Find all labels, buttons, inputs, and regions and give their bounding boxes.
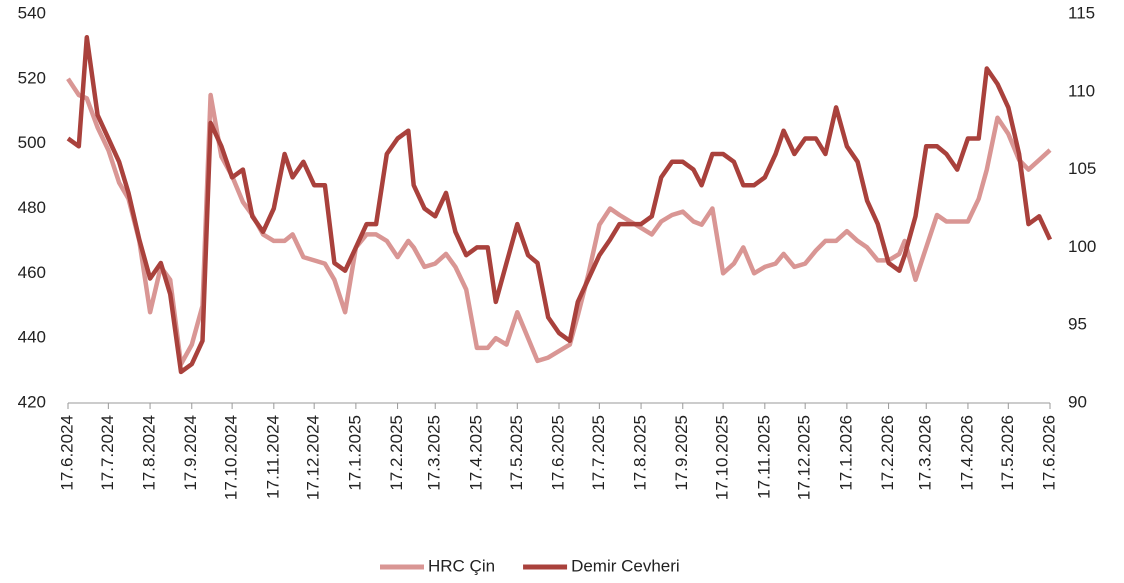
x-tick-label: 17.5.2025 <box>507 415 526 491</box>
y-tick-label: 420 <box>18 392 46 411</box>
y-tick-label: 440 <box>18 328 46 347</box>
x-tick-label: 17.11.2025 <box>754 415 773 499</box>
legend-label: Demir Cevheri <box>571 556 680 575</box>
y-tick-label: 520 <box>18 68 46 87</box>
y-tick-label: 500 <box>18 133 46 152</box>
y2-tick-label: 90 <box>1068 392 1087 411</box>
x-tick-label: 17.1.2026 <box>836 415 855 491</box>
y2-tick-label: 100 <box>1068 237 1096 256</box>
y-tick-label: 540 <box>18 3 46 22</box>
x-tick-label: 17.3.2026 <box>916 415 935 491</box>
x-tick-label: 17.6.2025 <box>548 415 567 491</box>
y2-tick-label: 105 <box>1068 159 1096 178</box>
legend-label: HRC Çin <box>428 556 495 575</box>
x-tick-label: 17.2.2025 <box>387 415 406 491</box>
x-tick-label: 17.3.2025 <box>425 415 444 491</box>
x-tick-label: 17.8.2025 <box>631 415 650 491</box>
y-tick-label: 480 <box>18 198 46 217</box>
y-tick-label: 460 <box>18 263 46 282</box>
x-tick-label: 17.10.2024 <box>222 415 241 500</box>
x-tick-label: 17.12.2025 <box>795 415 814 500</box>
x-tick-label: 17.11.2024 <box>263 415 282 499</box>
x-tick-label: 17.12.2024 <box>304 415 323 500</box>
x-tick-label: 17.6.2024 <box>57 415 76 491</box>
x-tick-label: 17.4.2025 <box>466 415 485 491</box>
x-tick-label: 17.7.2024 <box>98 415 117 491</box>
series-line <box>66 77 1052 367</box>
x-tick-label: 17.1.2025 <box>345 415 364 491</box>
x-tick-label: 17.4.2026 <box>957 415 976 491</box>
x-tick-label: 17.2.2026 <box>878 415 897 491</box>
x-tick-label: 17.9.2025 <box>672 415 691 491</box>
y2-tick-label: 115 <box>1068 3 1095 22</box>
x-tick-label: 17.7.2025 <box>589 415 608 491</box>
x-tick-label: 17.9.2024 <box>181 415 200 491</box>
x-tick-label: 17.5.2026 <box>998 415 1017 491</box>
series-line <box>66 35 1053 375</box>
y2-tick-label: 95 <box>1068 315 1087 334</box>
x-tick-label: 17.10.2025 <box>713 415 732 500</box>
x-tick-label: 17.6.2026 <box>1039 415 1058 491</box>
y2-tick-label: 110 <box>1068 81 1095 100</box>
x-tick-label: 17.8.2024 <box>140 415 159 491</box>
